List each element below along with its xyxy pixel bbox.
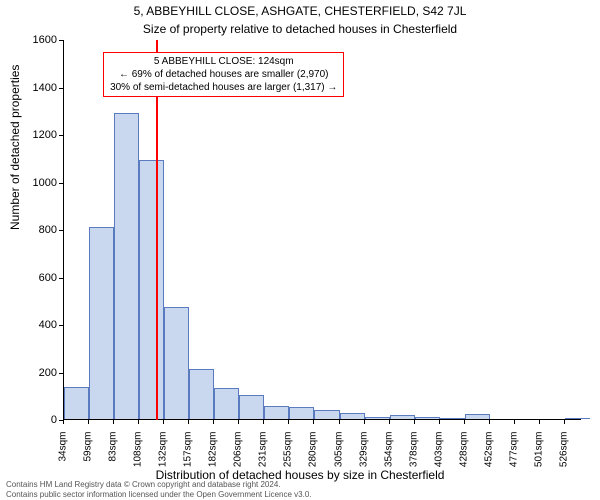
x-tick-mark: [464, 420, 465, 424]
annotation-line: 30% of semi-detached houses are larger (…: [110, 81, 337, 94]
x-tick-mark: [163, 420, 164, 424]
x-tick-mark: [113, 420, 114, 424]
histogram-bar: [139, 160, 164, 419]
chart-title-line1: 5, ABBEYHILL CLOSE, ASHGATE, CHESTERFIEL…: [0, 4, 600, 18]
x-tick-mark: [313, 420, 314, 424]
x-tick-mark: [339, 420, 340, 424]
footer-line1: Contains HM Land Registry data © Crown c…: [6, 480, 312, 490]
footer-line2: Contains public sector information licen…: [6, 490, 312, 500]
histogram-bar: [239, 395, 264, 419]
x-tick-mark: [213, 420, 214, 424]
histogram-bar: [89, 227, 114, 419]
y-tick-mark: [59, 88, 63, 89]
x-tick-label: 428sqm: [458, 432, 469, 482]
histogram-bar: [214, 388, 239, 419]
x-tick-mark: [439, 420, 440, 424]
y-tick-label: 1600: [0, 35, 57, 46]
histogram-bar: [189, 369, 214, 419]
x-tick-label: 132sqm: [158, 432, 169, 482]
x-tick-label: 477sqm: [508, 432, 519, 482]
histogram-bar: [365, 417, 390, 419]
y-tick-mark: [59, 230, 63, 231]
x-tick-mark: [138, 420, 139, 424]
chart-container: 5, ABBEYHILL CLOSE, ASHGATE, CHESTERFIEL…: [0, 0, 600, 500]
histogram-bar: [114, 113, 139, 419]
y-tick-label: 400: [0, 320, 57, 331]
x-tick-label: 378sqm: [408, 432, 419, 482]
y-tick-label: 0: [0, 415, 57, 426]
x-tick-label: 526sqm: [558, 432, 569, 482]
y-tick-mark: [59, 135, 63, 136]
histogram-bar: [264, 406, 289, 419]
x-tick-mark: [539, 420, 540, 424]
y-tick-mark: [59, 183, 63, 184]
x-tick-mark: [238, 420, 239, 424]
histogram-bar: [340, 413, 365, 419]
x-tick-label: 83sqm: [108, 432, 119, 482]
x-tick-label: 231sqm: [258, 432, 269, 482]
histogram-bar: [314, 410, 339, 420]
histogram-bar: [415, 417, 440, 419]
x-tick-label: 157sqm: [183, 432, 194, 482]
histogram-bar: [164, 307, 189, 419]
annotation-box: 5 ABBEYHILL CLOSE: 124sqm← 69% of detach…: [103, 52, 344, 97]
x-tick-label: 452sqm: [483, 432, 494, 482]
x-tick-label: 280sqm: [308, 432, 319, 482]
x-tick-label: 182sqm: [208, 432, 219, 482]
y-tick-label: 1000: [0, 178, 57, 189]
x-tick-mark: [263, 420, 264, 424]
x-tick-label: 501sqm: [533, 432, 544, 482]
x-tick-mark: [489, 420, 490, 424]
x-tick-mark: [364, 420, 365, 424]
histogram-bar: [64, 387, 89, 419]
x-tick-mark: [564, 420, 565, 424]
x-tick-mark: [288, 420, 289, 424]
y-tick-mark: [59, 325, 63, 326]
x-tick-mark: [88, 420, 89, 424]
chart-title-line2: Size of property relative to detached ho…: [0, 22, 600, 36]
x-tick-mark: [514, 420, 515, 424]
x-tick-mark: [389, 420, 390, 424]
annotation-line: 5 ABBEYHILL CLOSE: 124sqm: [110, 55, 337, 68]
histogram-bar: [390, 415, 415, 419]
y-tick-label: 1400: [0, 83, 57, 94]
y-tick-label: 200: [0, 368, 57, 379]
x-tick-label: 403sqm: [433, 432, 444, 482]
x-tick-label: 59sqm: [83, 432, 94, 482]
x-tick-mark: [63, 420, 64, 424]
y-tick-mark: [59, 373, 63, 374]
x-tick-label: 305sqm: [333, 432, 344, 482]
y-tick-mark: [59, 40, 63, 41]
histogram-bar: [289, 407, 314, 419]
y-tick-mark: [59, 278, 63, 279]
histogram-bar: [440, 418, 465, 419]
x-tick-mark: [414, 420, 415, 424]
footer-attribution: Contains HM Land Registry data © Crown c…: [6, 480, 312, 500]
y-tick-label: 1200: [0, 130, 57, 141]
x-tick-label: 34sqm: [58, 432, 69, 482]
x-tick-label: 206sqm: [233, 432, 244, 482]
x-tick-label: 255sqm: [283, 432, 294, 482]
x-tick-label: 108sqm: [133, 432, 144, 482]
y-tick-label: 600: [0, 273, 57, 284]
x-tick-label: 329sqm: [358, 432, 369, 482]
annotation-line: ← 69% of detached houses are smaller (2,…: [110, 68, 337, 81]
histogram-bar: [565, 418, 590, 419]
reference-line: [156, 40, 158, 420]
plot-area: [63, 40, 581, 420]
histogram-bar: [465, 414, 490, 419]
x-tick-label: 354sqm: [383, 432, 394, 482]
x-tick-mark: [188, 420, 189, 424]
y-tick-label: 800: [0, 225, 57, 236]
